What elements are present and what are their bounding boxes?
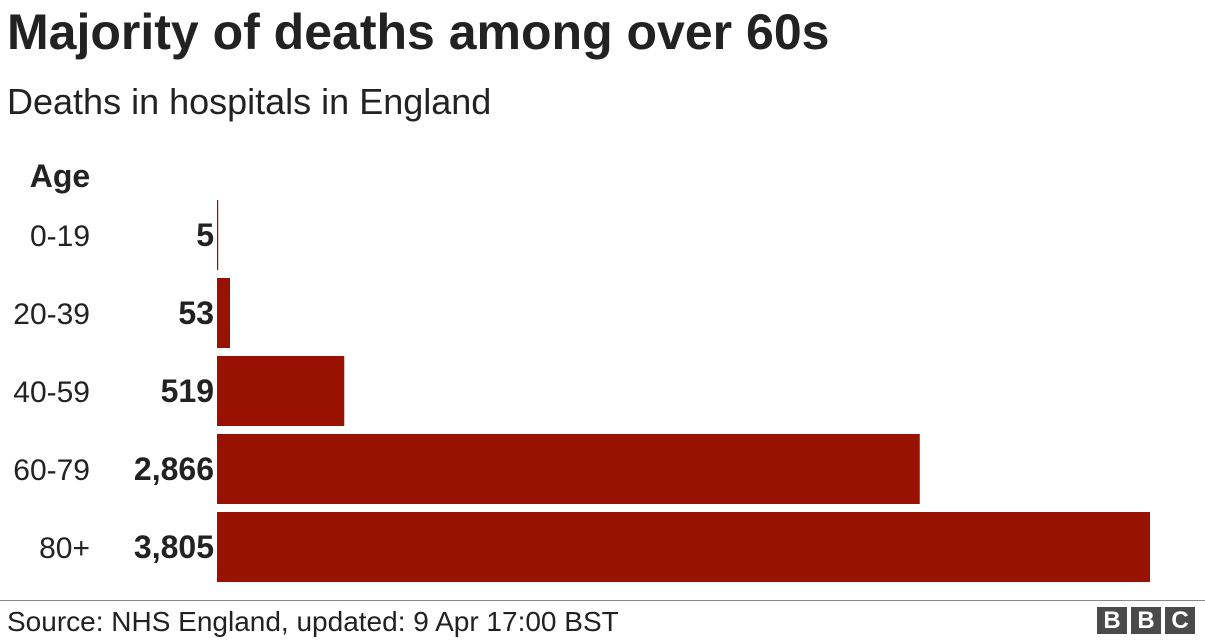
logo-letter-b1: B [1097, 607, 1127, 634]
value-label: 519 [161, 373, 214, 409]
value-label: 5 [196, 217, 214, 253]
category-label: 0-19 [30, 220, 90, 253]
source-note: Source: NHS England, updated: 9 Apr 17:0… [7, 606, 619, 637]
value-label: 2,866 [134, 451, 214, 487]
bar-60-79 [217, 434, 920, 504]
value-label: 3,805 [134, 529, 214, 565]
footer-divider [0, 600, 1205, 601]
bar-20-39 [217, 278, 230, 348]
bar-chart: Age 0-19 5 20-39 53 40-59 519 60-79 2,866 80+ 3,80… [13, 158, 1150, 582]
chart-subtitle: Deaths in hospitals in England [7, 81, 492, 122]
chart-title: Majority of deaths among over 60s [7, 4, 830, 60]
category-label: 20-39 [13, 298, 90, 331]
category-label: 80+ [39, 532, 90, 565]
bar-40-59 [217, 356, 345, 426]
bbc-logo: B B C [1097, 607, 1195, 634]
bar-80+ [217, 512, 1150, 582]
value-label: 53 [178, 295, 214, 331]
category-label: 40-59 [13, 376, 90, 409]
bar-0-19 [217, 200, 219, 270]
logo-letter-c: C [1165, 607, 1195, 634]
logo-letter-b2: B [1131, 607, 1161, 634]
category-header: Age [30, 158, 90, 194]
category-label: 60-79 [13, 454, 90, 487]
